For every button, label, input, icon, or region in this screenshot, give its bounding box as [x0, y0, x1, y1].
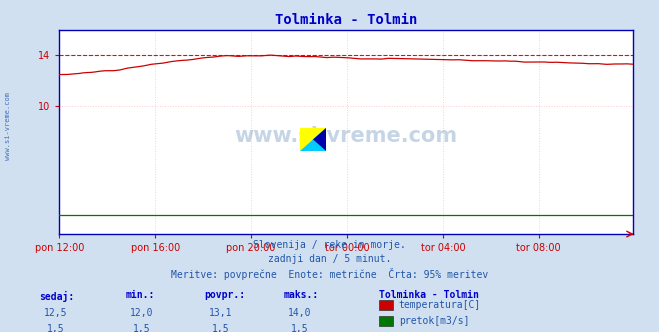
- Text: min.:: min.:: [125, 290, 155, 300]
- Text: maks.:: maks.:: [283, 290, 318, 300]
- Title: Tolminka - Tolmin: Tolminka - Tolmin: [275, 13, 417, 27]
- Text: 14,0: 14,0: [288, 308, 312, 318]
- Text: 12,5: 12,5: [44, 308, 68, 318]
- Text: www.si-vreme.com: www.si-vreme.com: [235, 126, 457, 146]
- Text: Tolminka - Tolmin: Tolminka - Tolmin: [379, 290, 479, 300]
- Text: Meritve: povprečne  Enote: metrične  Črta: 95% meritev: Meritve: povprečne Enote: metrične Črta:…: [171, 268, 488, 280]
- Text: sedaj:: sedaj:: [40, 290, 74, 301]
- Polygon shape: [300, 128, 326, 151]
- Text: www.si-vreme.com: www.si-vreme.com: [5, 92, 11, 160]
- Text: Slovenija / reke in morje.: Slovenija / reke in morje.: [253, 240, 406, 250]
- Text: 13,1: 13,1: [209, 308, 233, 318]
- Polygon shape: [313, 128, 326, 151]
- Text: pretok[m3/s]: pretok[m3/s]: [399, 316, 469, 326]
- Text: 1,5: 1,5: [291, 324, 308, 332]
- Text: povpr.:: povpr.:: [204, 290, 245, 300]
- Text: zadnji dan / 5 minut.: zadnji dan / 5 minut.: [268, 254, 391, 264]
- Text: 12,0: 12,0: [130, 308, 154, 318]
- Text: 1,5: 1,5: [47, 324, 65, 332]
- Text: 1,5: 1,5: [212, 324, 229, 332]
- Text: 1,5: 1,5: [133, 324, 150, 332]
- Polygon shape: [300, 128, 326, 151]
- Text: temperatura[C]: temperatura[C]: [399, 300, 481, 310]
